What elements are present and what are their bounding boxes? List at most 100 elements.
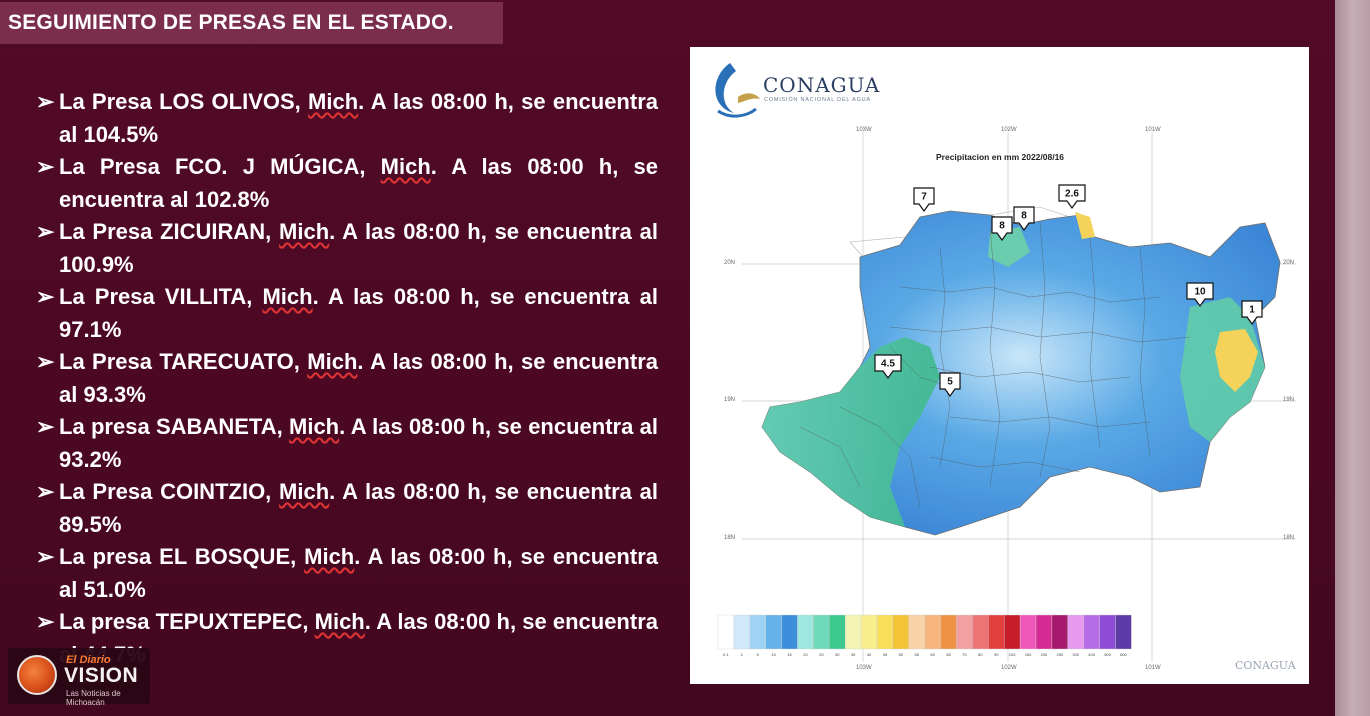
- legend-label: 600: [1120, 652, 1127, 657]
- presa-item: ➢ La Presa FCO. J MÚGICA, Mich. A las 08:…: [36, 151, 658, 216]
- agency-subtitle: COMISIÓN NACIONAL DEL AGUA: [764, 97, 871, 103]
- arrow-bullet-icon: ➢: [36, 414, 55, 439]
- legend-label: 30: [835, 652, 840, 657]
- legend-label: 65: [946, 652, 951, 657]
- legend-label: 200: [1041, 652, 1048, 657]
- green-region-north: [988, 227, 1030, 267]
- legend-swatch: [844, 614, 862, 650]
- precipitation-marker: 10: [1186, 282, 1214, 308]
- legend-label: 60: [930, 652, 935, 657]
- legend-label: 400: [1088, 652, 1095, 657]
- marker-value: 7: [921, 192, 927, 203]
- title-banner: SEGUIMIENTO DE PRESAS EN EL ESTADO.: [0, 2, 503, 44]
- legend-label: 100: [1009, 652, 1016, 657]
- arrow-bullet-icon: ➢: [36, 219, 55, 244]
- legend-swatch: [733, 614, 751, 650]
- presa-item: ➢ La Presa ZICUIRAN, Mich. A las 08:00 h,…: [36, 216, 658, 281]
- arrow-bullet-icon: ➢: [36, 609, 55, 634]
- legend-swatch: [908, 614, 925, 650]
- precipitation-map: 7 2.6 8 8 10 1 4.5 5 0.1 1 5 10 15 20 25 30 35 40 45 50 55 6…: [690, 47, 1309, 684]
- precipitation-marker: 4.5: [874, 354, 902, 380]
- presa-item: ➢ La Presa COINTZIO, Mich. A las 08:00 h,…: [36, 476, 658, 541]
- arrow-bullet-icon: ➢: [36, 154, 55, 179]
- presa-text: La Presa VILLITA, Mich. A las 08:00 h, s…: [59, 284, 658, 342]
- legend-swatch: [876, 614, 894, 650]
- logo-circle-icon: [17, 655, 57, 695]
- legend-label: 20: [803, 652, 808, 657]
- agency-name: CONAGUA: [763, 73, 881, 97]
- legend-swatch: [1004, 614, 1021, 650]
- legend-label: 300: [1072, 652, 1079, 657]
- legend-swatch: [813, 614, 830, 650]
- legend-label: 15: [787, 652, 792, 657]
- presa-item: ➢ La presa SABANETA, Mich. A las 08:00 h,…: [36, 411, 658, 476]
- precipitation-marker: 5: [939, 372, 961, 398]
- precipitation-marker: 7: [913, 187, 935, 213]
- legend-label: 500: [1104, 652, 1111, 657]
- marker-value: 8: [1021, 211, 1027, 222]
- legend-swatch: [972, 614, 989, 650]
- logo-name: VISION: [64, 664, 139, 687]
- legend-swatch: [765, 614, 782, 650]
- page-title: SEGUIMIENTO DE PRESAS EN EL ESTADO.: [8, 11, 454, 34]
- marker-value: 2.6: [1065, 189, 1079, 200]
- yellow-region-east: [1215, 329, 1258, 392]
- precipitation-marker: 1: [1241, 300, 1263, 326]
- precipitation-markers: 7 2.6 8 8 10 1 4.5 5: [874, 184, 1263, 398]
- presa-item: ➢ La presa TEPUXTEPEC, Mich. A las 08:00 …: [36, 606, 658, 671]
- legend-swatch: [940, 614, 957, 650]
- legend-swatch: [717, 614, 735, 650]
- legend-swatch: [1115, 614, 1132, 650]
- lat-label-right: 20N: [1283, 260, 1295, 266]
- lat-label-left: 19N: [724, 397, 736, 403]
- arrow-bullet-icon: ➢: [36, 284, 55, 309]
- presa-text: La Presa TARECUATO, Mich. A las 08:00 h,…: [59, 349, 658, 407]
- legend-label: 1: [741, 652, 744, 657]
- presa-text: La Presa FCO. J MÚGICA, Mich. A las 08:0…: [59, 154, 658, 212]
- legend-swatch: [1067, 614, 1084, 650]
- marker-value: 4.5: [881, 359, 895, 370]
- precipitation-marker: 8: [1013, 206, 1035, 232]
- legend-swatch: [1035, 614, 1053, 650]
- marker-value: 8: [999, 221, 1005, 232]
- legend-swatch: [749, 614, 766, 650]
- legend-label: 5: [757, 652, 760, 657]
- presa-text: La Presa COINTZIO, Mich. A las 08:00 h, …: [59, 479, 658, 537]
- legend-label: 40: [867, 652, 872, 657]
- precipitation-legend: 0.1 1 5 10 15 20 25 30 35 40 45 50 55 60 65 70 80 90 100 15…: [717, 614, 1132, 657]
- legend-swatch: [988, 614, 1005, 650]
- lat-label-right: 19N: [1283, 397, 1295, 403]
- marker-value: 10: [1194, 287, 1206, 298]
- legend-label: 35: [851, 652, 856, 657]
- legend-label: 55: [915, 652, 920, 657]
- logo-subtitle: Las Noticias de Michoacán: [66, 689, 121, 707]
- legend-label: 90: [994, 652, 999, 657]
- presa-text: La presa SABANETA, Mich. A las 08:00 h, …: [59, 414, 658, 472]
- presa-item: ➢ La Presa TARECUATO, Mich. A las 08:00 h…: [36, 346, 658, 411]
- lon-label-bottom: 102W: [1001, 665, 1017, 671]
- logo-top-text: El Diario: [66, 654, 111, 666]
- lon-label-top: 103W: [856, 127, 872, 133]
- legend-swatch: [956, 614, 973, 650]
- presa-list: ➢ La Presa LOS OLIVOS, Mich. A las 08:00 …: [36, 86, 658, 671]
- legend-label: 0.1: [723, 652, 729, 657]
- right-edge-strip: [1335, 0, 1370, 716]
- presa-item: ➢ La Presa VILLITA, Mich. A las 08:00 h, …: [36, 281, 658, 346]
- lat-label-right: 18N: [1283, 535, 1295, 541]
- legend-swatch: [1051, 614, 1068, 650]
- legend-label: 150: [1025, 652, 1032, 657]
- legend-label: 50: [899, 652, 904, 657]
- presa-item: ➢ La Presa LOS OLIVOS, Mich. A las 08:00 …: [36, 86, 658, 151]
- legend-label: 70: [962, 652, 967, 657]
- legend-swatch: [829, 614, 846, 650]
- lon-label-bottom: 103W: [856, 665, 872, 671]
- legend-label: 45: [883, 652, 888, 657]
- municipality-lines: [799, 221, 1191, 508]
- legend-swatch: [781, 614, 798, 650]
- presa-text: La Presa LOS OLIVOS, Mich. A las 08:00 h…: [59, 89, 658, 147]
- legend-swatch: [1019, 614, 1037, 650]
- marker-value: 1: [1249, 305, 1255, 316]
- presa-text: La Presa ZICUIRAN, Mich. A las 08:00 h, …: [59, 219, 658, 277]
- lat-label-left: 18N: [724, 535, 736, 541]
- presa-item: ➢ La presa EL BOSQUE, Mich. A las 08:00 h…: [36, 541, 658, 606]
